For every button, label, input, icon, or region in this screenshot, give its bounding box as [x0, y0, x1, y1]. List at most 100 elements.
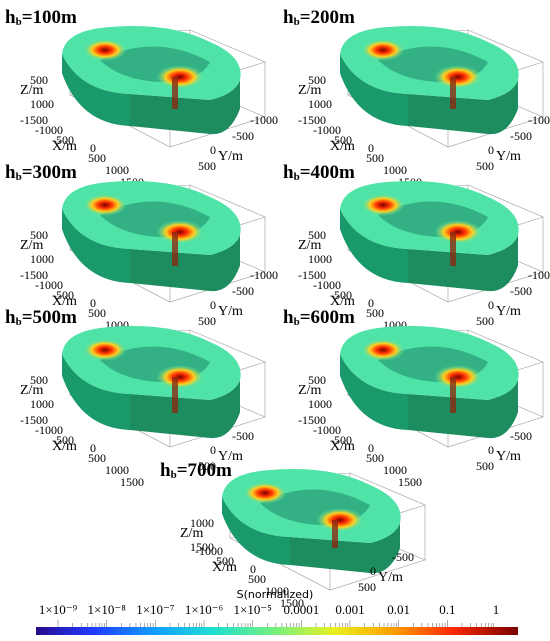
y-tick-label: 500	[198, 159, 216, 173]
x-tick-label: 0	[368, 141, 374, 155]
x-tick-label: 0	[368, 441, 374, 455]
title-sub: b	[15, 171, 22, 183]
panel-1: hb=100m500Z/m1000-1500-1000-500500100015…	[0, 0, 278, 188]
y-tick-label: 500	[476, 459, 494, 473]
domain-plot	[340, 181, 544, 303]
z-tick-label: 1000	[190, 516, 214, 530]
z-tick-label: 1000	[30, 97, 54, 111]
y-tick-label: 0	[210, 443, 216, 457]
x-tick-label: 500	[366, 451, 384, 465]
x-tick-label: 500	[366, 151, 384, 165]
x-tick-label: 1000	[265, 584, 289, 598]
z-axis-label: Z/m	[20, 83, 44, 98]
side-wall-left	[62, 354, 130, 430]
cut-face-gradient	[450, 77, 456, 109]
domain-plot	[62, 326, 266, 448]
side-wall-front	[408, 235, 518, 292]
domain-plot	[62, 181, 266, 303]
y-tick-label: 500	[476, 159, 494, 173]
title-value: =200m	[299, 7, 355, 28]
y-tick-label: -500	[510, 284, 532, 298]
colorbar-tick-label: 1×10⁻⁵	[233, 602, 272, 617]
source-hotspot	[83, 39, 127, 61]
title-sub: b	[15, 16, 22, 28]
colorbar-tick-label: 0.0001	[283, 602, 320, 617]
y-axis-label: Y/m	[496, 304, 521, 319]
y-tick-label: -500	[232, 429, 254, 443]
x-axis-label: X/m	[52, 139, 77, 154]
panel-2: hb=200m500Z/m1000-1500-1000-500500100015…	[278, 0, 550, 188]
y-tick-label: -1000	[250, 113, 278, 127]
receiver-hotspot	[156, 365, 204, 389]
title-sub: b	[170, 469, 177, 481]
title-value: =300m	[21, 162, 77, 183]
z-axis-label: Z/m	[180, 526, 204, 541]
x-tick-label: 1000	[105, 463, 129, 477]
panel-title: hb=700m	[160, 461, 232, 481]
cut-face-gradient	[172, 77, 178, 109]
title-value: =400m	[299, 162, 355, 183]
x-tick-label: 0	[90, 296, 96, 310]
side-wall-left	[222, 497, 290, 565]
x-tick-label: 1500	[398, 475, 422, 489]
y-tick-label: -500	[510, 429, 532, 443]
source-hotspot	[83, 339, 127, 361]
title-h: h	[160, 460, 171, 481]
side-wall-left	[62, 54, 130, 126]
y-tick-label: -500	[232, 129, 254, 143]
y-axis-label: Y/m	[218, 449, 243, 464]
x-tick-label: 500	[88, 306, 106, 320]
x-tick-label: -500	[52, 288, 74, 302]
colorbar-tick-label: 1×10⁻⁸	[87, 602, 126, 617]
source-hotspot	[83, 194, 127, 216]
colorbar	[36, 627, 518, 635]
y-axis-label: Y/m	[496, 149, 521, 164]
y-tick-label: 500	[198, 314, 216, 328]
z-tick-label: 1000	[308, 252, 332, 266]
cut-face-gradient	[332, 520, 338, 548]
colorbar-tick-labels: 1×10⁻⁹ 1×10⁻⁸ 1×10⁻⁷ 1×10⁻⁶ 1×10⁻⁵ 0.0001 0.00…	[0, 602, 550, 618]
y-tick-label: -500	[232, 284, 254, 298]
panel-4: hb=400m500Z/m1000-1500-1000-500500100015…	[278, 155, 550, 343]
source-hotspot	[243, 482, 287, 504]
colorbar-tick-label: 0.01	[387, 602, 411, 617]
colorbar-tick-label: 0.1	[439, 602, 456, 617]
panel-3: hb=300m500Z/m1000-1500-1000-500500100015…	[0, 155, 278, 343]
z-tick-label: 1000	[30, 397, 54, 411]
x-tick-label: -1000	[313, 278, 341, 292]
x-axis-label: X/m	[212, 560, 237, 575]
cut-face-gradient	[172, 232, 178, 266]
panel-title: hb=500m	[5, 308, 77, 328]
x-tick-label: -1500	[298, 413, 326, 427]
side-wall-front	[290, 523, 400, 574]
x-tick-label: -1000	[195, 544, 223, 558]
x-tick-label: 500	[366, 306, 384, 320]
y-tick-label: -1000	[528, 268, 550, 282]
panel-6: hb=600m 500 Z/m 1000 -1500 -1000 -500 500 1000 15…	[278, 300, 548, 488]
z-axis-label: Z/m	[298, 383, 322, 398]
y-tick-label: 0	[488, 443, 494, 457]
x-tick-label: -1000	[35, 423, 63, 437]
z-axis-label: Z/m	[298, 238, 322, 253]
panel-title: hb=400m	[283, 163, 355, 183]
source-hotspot	[361, 39, 405, 61]
cut-face-gradient	[450, 377, 456, 413]
x-tick-label: 500	[88, 451, 106, 465]
x-tick-label: 0	[250, 562, 256, 576]
x-tick-label: -1000	[313, 423, 341, 437]
y-tick-label: -1000	[250, 268, 278, 282]
x-tick-label: 1500	[120, 475, 144, 489]
side-wall-left	[340, 209, 408, 283]
y-tick-label: 500	[476, 314, 494, 328]
title-sub: b	[15, 316, 22, 328]
z-tick-label: 500	[30, 373, 48, 387]
y-tick-label: 0	[488, 143, 494, 157]
y-tick-label: 500	[358, 580, 376, 594]
y-tick-label: 0	[488, 298, 494, 312]
x-tick-label: -1000	[35, 278, 63, 292]
y-tick-label: 500	[198, 459, 216, 473]
x-tick-label: 1000	[383, 163, 407, 177]
x-tick-label: -500	[52, 433, 74, 447]
z-tick-label: 500	[30, 73, 48, 87]
y-axis-label: Y/m	[218, 149, 243, 164]
